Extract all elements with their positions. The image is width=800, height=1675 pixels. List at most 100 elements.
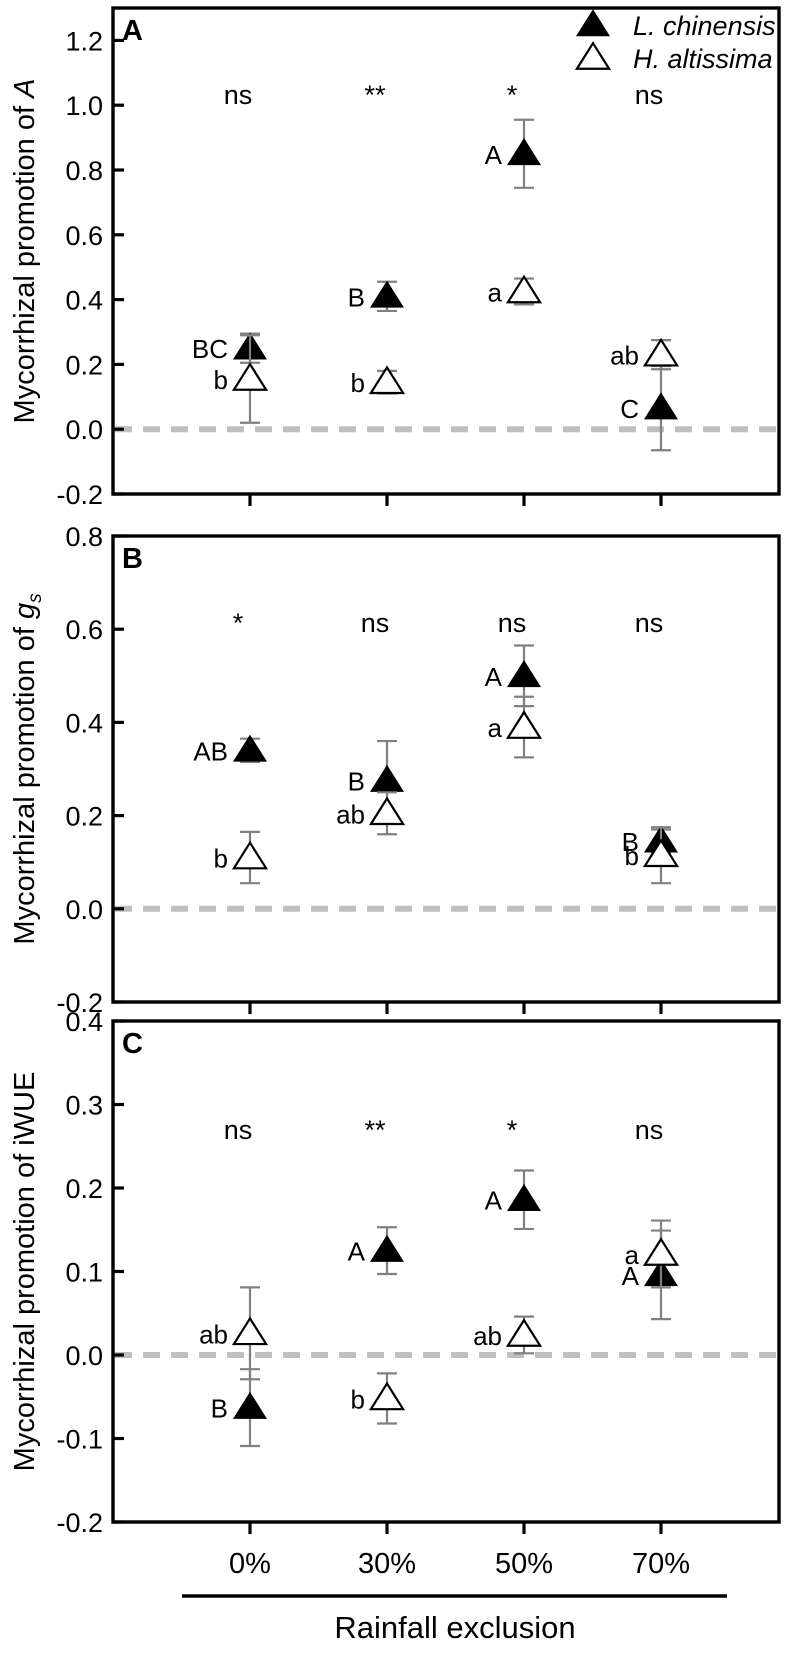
group-letter-B-1-2: a bbox=[488, 713, 503, 743]
y-axis-title-C: Mycorrhizal promotion of iWUE bbox=[9, 1072, 41, 1472]
significance-label-C-3: ns bbox=[635, 1115, 664, 1145]
y-tick-label-C: 0.3 bbox=[65, 1091, 103, 1121]
group-letter-C-0-2: A bbox=[485, 1186, 503, 1216]
marker-l-chinensis-B-2 bbox=[506, 660, 542, 688]
group-letter-C-0-3: A bbox=[622, 1261, 640, 1291]
marker-l-chinensis-B-1 bbox=[369, 764, 405, 792]
group-letter-B-1-3: b bbox=[625, 841, 639, 871]
plot-frame-A bbox=[111, 6, 781, 496]
marker-h-altissima-C-2 bbox=[505, 1318, 543, 1347]
y-tick-label-A: 1.0 bbox=[65, 91, 103, 121]
significance-label-C-1: ** bbox=[364, 1115, 386, 1145]
marker-h-altissima-A-1 bbox=[368, 365, 406, 395]
y-tick-label-B: 0.0 bbox=[65, 895, 103, 925]
marker-l-chinensis-C-0 bbox=[232, 1391, 268, 1419]
significance-label-A-2: * bbox=[507, 80, 518, 110]
plot-frame-B bbox=[111, 534, 781, 1004]
y-tick-label-B: -0.2 bbox=[56, 988, 103, 1018]
marker-h-altissima-C-3 bbox=[642, 1237, 680, 1266]
marker-l-chinensis-C-1 bbox=[369, 1234, 405, 1262]
y-tick-label-C: 0.4 bbox=[65, 1007, 103, 1037]
y-tick-label-A: 0.2 bbox=[65, 350, 103, 380]
marker-h-altissima-B-0 bbox=[231, 840, 269, 870]
significance-label-A-1: ** bbox=[364, 80, 386, 110]
panel-id-B: B bbox=[122, 543, 143, 575]
x-axis-title: Rainfall exclusion bbox=[334, 1610, 575, 1645]
panel-id-A: A bbox=[122, 15, 143, 47]
marker-h-altissima-B-2 bbox=[505, 710, 543, 739]
marker-h-altissima-A-0 bbox=[231, 362, 269, 391]
x-tick-label-0: 0% bbox=[229, 1548, 271, 1580]
y-tick-label-A: -0.2 bbox=[56, 480, 103, 510]
legend-marker-h-altissima bbox=[574, 41, 612, 70]
group-letter-C-1-1: b bbox=[351, 1384, 365, 1414]
group-letter-C-0-1: A bbox=[348, 1237, 366, 1267]
marker-l-chinensis-A-3 bbox=[643, 392, 679, 420]
significance-label-C-0: ns bbox=[224, 1115, 253, 1145]
group-letter-A-0-3: C bbox=[620, 394, 639, 424]
y-tick-label-A: 0.6 bbox=[65, 221, 103, 251]
group-letter-B-0-1: B bbox=[348, 767, 365, 797]
group-letter-C-1-3: a bbox=[625, 1240, 640, 1270]
marker-h-altissima-B-1 bbox=[368, 796, 406, 826]
significance-label-B-1: ns bbox=[361, 608, 390, 638]
x-tick-label-1: 30% bbox=[358, 1548, 416, 1580]
legend-label-l-chinensis: L. chinensis bbox=[633, 11, 776, 41]
group-letter-B-0-0: AB bbox=[193, 736, 228, 766]
marker-h-altissima-C-0 bbox=[231, 1316, 269, 1346]
marker-l-chinensis-A-2 bbox=[506, 138, 542, 166]
panel-B: -0.20.00.20.40.60.8* ns ns nsABBABbababBMyc… bbox=[9, 522, 781, 1018]
significance-label-B-2: ns bbox=[498, 608, 527, 638]
significance-label-C-2: * bbox=[507, 1115, 518, 1145]
group-letter-A-1-2: a bbox=[488, 278, 503, 308]
significance-label-A-3: ns bbox=[635, 80, 664, 110]
group-letter-B-1-0: b bbox=[214, 844, 228, 874]
y-tick-label-B: 0.2 bbox=[65, 802, 103, 832]
legend-label-h-altissima: H. altissima bbox=[633, 44, 773, 74]
y-tick-label-A: 0.8 bbox=[65, 156, 103, 186]
group-letter-A-1-3: ab bbox=[610, 341, 639, 371]
y-tick-label-B: 0.8 bbox=[65, 522, 103, 552]
group-letter-C-1-0: ab bbox=[199, 1319, 228, 1349]
marker-h-altissima-B-3 bbox=[642, 838, 680, 868]
group-letter-B-0-3: B bbox=[622, 827, 639, 857]
y-tick-label-C: 0.2 bbox=[65, 1174, 103, 1204]
y-tick-label-A: 0.4 bbox=[65, 286, 103, 316]
y-tick-label-A: 1.2 bbox=[65, 26, 103, 56]
significance-label-B-3: ns bbox=[635, 608, 664, 638]
significance-label-B-0: * bbox=[233, 608, 244, 638]
y-axis-title-B: Mycorrhizal promotion of gs bbox=[9, 593, 46, 945]
x-tick-label-2: 50% bbox=[495, 1548, 553, 1580]
y-axis-title-A: Mycorrhizal promotion of A bbox=[9, 79, 41, 424]
group-letter-A-0-2: A bbox=[485, 140, 503, 170]
y-tick-label-B: 0.4 bbox=[65, 708, 103, 738]
group-letter-B-1-1: ab bbox=[336, 799, 365, 829]
marker-l-chinensis-B-0 bbox=[232, 734, 268, 762]
marker-l-chinensis-A-1 bbox=[369, 280, 405, 308]
group-letter-A-1-1: b bbox=[351, 368, 365, 398]
group-letter-A-0-0: BC bbox=[192, 334, 228, 364]
y-tick-label-A: 0.0 bbox=[65, 415, 103, 445]
y-tick-label-B: 0.6 bbox=[65, 615, 103, 645]
y-tick-label-C: -0.1 bbox=[56, 1425, 103, 1455]
x-axis: 0% 30% 50% 70% Rainfall exclusion bbox=[182, 1548, 727, 1645]
plot-frame-C bbox=[111, 1019, 781, 1524]
group-letter-B-0-2: A bbox=[485, 662, 503, 692]
marker-l-chinensis-C-2 bbox=[506, 1183, 542, 1211]
y-tick-label-C: 0.1 bbox=[65, 1258, 103, 1288]
group-letter-A-1-0: b bbox=[214, 365, 228, 395]
legend-marker-l-chinensis bbox=[575, 9, 611, 37]
x-tick-label-3: 70% bbox=[632, 1548, 690, 1580]
marker-h-altissima-A-2 bbox=[505, 274, 543, 304]
group-letter-C-0-0: B bbox=[211, 1394, 228, 1424]
group-letter-C-1-2: ab bbox=[473, 1321, 502, 1351]
marker-h-altissima-A-3 bbox=[642, 337, 680, 367]
significance-label-A-0: ns bbox=[224, 80, 253, 110]
marker-h-altissima-C-1 bbox=[368, 1381, 406, 1411]
panel-id-C: C bbox=[122, 1028, 143, 1060]
panel-C: -0.2-0.10.00.10.20.30.4ns ** * nsBAAAabbaba… bbox=[9, 1007, 781, 1538]
group-letter-A-0-1: B bbox=[348, 282, 365, 312]
